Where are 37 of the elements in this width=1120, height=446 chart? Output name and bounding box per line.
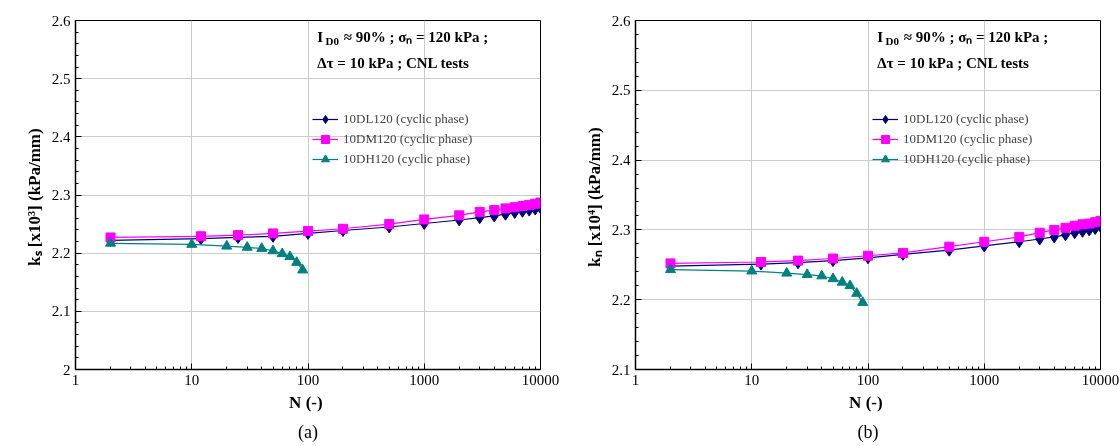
y-tick-label: 2.2 <box>611 291 631 308</box>
legend-label: 10DM120 (cyclic phase) <box>343 131 473 147</box>
x-axis-title: N (-) <box>289 392 323 412</box>
legend-label: 10DH120 (cyclic phase) <box>903 151 1031 167</box>
y-tick-label: 2 <box>63 361 71 378</box>
x-tick-label: 100 <box>856 371 880 388</box>
annotation: Δτ = 10 kPa ; CNL tests <box>317 55 469 72</box>
y-axis-title: kₙ [x10⁴] (kPa/mm) <box>584 127 604 267</box>
x-tick-label: 10 <box>184 371 200 388</box>
y-tick-label: 2.5 <box>611 82 631 99</box>
x-tick-label: 1000 <box>969 371 1000 388</box>
y-tick-label: 2.5 <box>51 70 71 87</box>
text: (a) <box>298 421 318 443</box>
legend-label: 10DL120 (cyclic phase) <box>343 111 469 127</box>
y-tick-label: 2.1 <box>51 303 71 320</box>
y-tick-label: 2.6 <box>51 12 71 29</box>
x-tick-label: 1 <box>631 371 640 388</box>
y-tick-label: 2.2 <box>51 245 71 262</box>
x-tick-label: 100 <box>296 371 320 388</box>
x-tick-label: 10 <box>744 371 760 388</box>
legend-label: 10DL120 (cyclic phase) <box>903 111 1029 127</box>
x-tick-label: 10000 <box>1081 371 1120 388</box>
x-tick-label: 1 <box>71 371 80 388</box>
legend-label: 10DH120 (cyclic phase) <box>343 151 471 167</box>
annotation: Δτ = 10 kPa ; CNL tests <box>877 55 1029 72</box>
y-tick-label: 2.3 <box>611 221 631 238</box>
x-axis-title: N (-) <box>849 392 883 412</box>
x-tick-label: 10000 <box>521 371 560 388</box>
y-tick-label: 2.4 <box>611 152 631 169</box>
y-tick-label: 2.3 <box>51 187 71 203</box>
y-axis-title: kₛ [x10³] (kPa/mm) <box>24 128 44 266</box>
y-tick-label: 2.6 <box>611 12 631 29</box>
x-tick-label: 1000 <box>409 371 440 388</box>
legend-label: 10DM120 (cyclic phase) <box>903 131 1033 147</box>
y-tick-label: 2.1 <box>611 361 631 378</box>
text: (b) <box>857 421 879 443</box>
y-tick-label: 2.4 <box>51 128 71 145</box>
